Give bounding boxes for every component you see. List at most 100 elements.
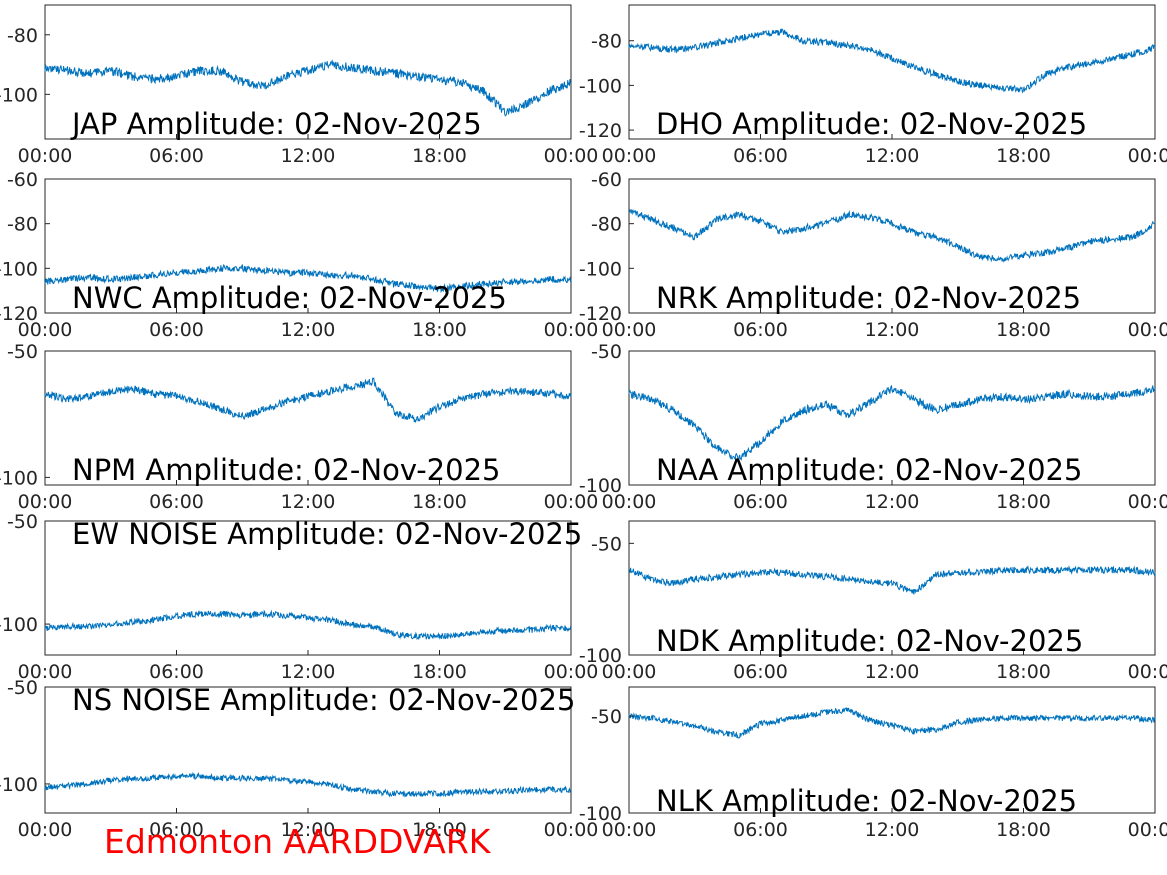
x-tick-label: 06:00 [149, 661, 204, 683]
chart-title: NWC Amplitude: 02-Nov-2025 [72, 281, 507, 315]
y-tick-label: -50 [591, 533, 622, 555]
y-tick-label: -80 [7, 214, 38, 236]
amplitude-trace [628, 564, 1156, 595]
chart-panel: 00:00 06:00 12:00 18:00 00:00 -60 -80 -100 -120 N… [579, 169, 1167, 341]
amplitude-trace [628, 28, 1156, 94]
amplitude-trace [628, 707, 1156, 739]
plot-area [44, 178, 572, 314]
x-tick-label: 18:00 [412, 145, 467, 167]
y-tick-label: -100 [0, 258, 38, 280]
x-tick-label: 00:00 [602, 491, 657, 513]
chart-title: NS NOISE Amplitude: 02-Nov-2025 [72, 683, 575, 717]
x-tick-label: 06:00 [733, 145, 788, 167]
chart-title: JAP Amplitude: 02-Nov-2025 [70, 107, 482, 141]
x-tick-label: 06:00 [149, 819, 204, 841]
x-tick-label: 12:00 [281, 319, 336, 341]
x-tick-label: 06:00 [149, 491, 204, 513]
y-tick-label: -60 [591, 169, 622, 191]
amplitude-trace [44, 58, 572, 117]
x-tick-label: 00:00 [602, 319, 657, 341]
amplitude-trace [44, 609, 572, 641]
x-tick-label: 18:00 [996, 319, 1051, 341]
y-tick-label: -50 [7, 677, 38, 699]
plot-area [628, 4, 1156, 140]
chart-title: NRK Amplitude: 02-Nov-2025 [656, 281, 1081, 315]
x-tick-label: 18:00 [996, 491, 1051, 513]
x-tick-label: 12:00 [865, 319, 920, 341]
y-tick-label: -100 [579, 475, 622, 497]
x-tick-label: 00:00 [544, 491, 599, 513]
amplitude-trace [44, 377, 572, 423]
amplitude-trace [628, 385, 1156, 462]
chart-title: NPM Amplitude: 02-Nov-2025 [72, 453, 500, 487]
x-tick-label: 00:00 [1128, 145, 1167, 167]
x-tick-label: 00:00 [18, 819, 73, 841]
y-tick-label: -50 [591, 706, 622, 728]
chart-panel: 00:00 06:00 12:00 18:00 00:00 -80 -100 JAP Ampl… [0, 4, 599, 167]
y-tick-label: -60 [7, 169, 38, 191]
x-tick-label: 18:00 [996, 145, 1051, 167]
x-tick-label: 12:00 [281, 145, 336, 167]
x-tick-label: 12:00 [865, 145, 920, 167]
x-tick-label: 06:00 [149, 319, 204, 341]
x-tick-label: 12:00 [281, 661, 336, 683]
y-tick-label: -50 [591, 341, 622, 363]
x-tick-label: 00:00 [18, 661, 73, 683]
amplitude-trace [628, 208, 1156, 263]
x-tick-label: 00:00 [544, 145, 599, 167]
chart-title: EW NOISE Amplitude: 02-Nov-2025 [72, 517, 582, 551]
chart-panel: 00:00 06:00 12:00 18:00 00:00 -50 -100 NDK Ampl… [579, 520, 1167, 683]
x-tick-label: 12:00 [865, 819, 920, 841]
x-tick-label: 12:00 [865, 661, 920, 683]
x-tick-label: 00:00 [1128, 491, 1167, 513]
amplitude-trace [44, 263, 572, 294]
x-tick-label: 00:00 [18, 319, 73, 341]
y-tick-label: -120 [579, 120, 622, 142]
y-tick-label: -100 [0, 774, 38, 796]
y-tick-label: -50 [7, 511, 38, 533]
x-tick-label: 18:00 [412, 661, 467, 683]
y-tick-label: -120 [579, 303, 622, 325]
x-tick-label: 00:00 [18, 145, 73, 167]
chart-panel: 00:00 06:00 12:00 18:00 00:00 -60 -80 -100 -120 N… [0, 169, 598, 341]
plot-area [44, 350, 572, 486]
chart-panel: 00:00 06:00 12:00 18:00 00:00 -80 -100 -120 DHO … [579, 4, 1167, 167]
y-tick-label: -80 [591, 214, 622, 236]
x-tick-label: 00:00 [1128, 319, 1167, 341]
x-tick-label: 12:00 [281, 491, 336, 513]
y-tick-label: -80 [7, 25, 38, 47]
y-tick-label: -100 [579, 75, 622, 97]
x-tick-label: 06:00 [149, 145, 204, 167]
x-tick-label: 00:00 [602, 145, 657, 167]
y-tick-label: -100 [0, 84, 38, 106]
station-label: Edmonton AARDDVARK [104, 822, 491, 861]
chart-panel: 00:00 06:00 12:00 18:00 00:00 -50 -100 NLK Ampl… [579, 686, 1167, 841]
chart-panel: 00:00 06:00 12:00 18:00 00:00 -50 -100 NAA Ampl… [579, 341, 1167, 513]
chart-panel: 00:00 06:00 12:00 18:00 00:00 -50 -100 EW NOISE… [0, 511, 598, 683]
x-tick-label: 12:00 [281, 819, 336, 841]
x-tick-label: 18:00 [412, 491, 467, 513]
y-tick-label: -100 [579, 803, 622, 825]
plot-area [44, 686, 572, 814]
y-tick-label: -100 [0, 614, 38, 636]
chart-panel: 00:00 06:00 12:00 18:00 00:00 -50 -100 NS NOISE… [0, 677, 598, 841]
y-tick-label: -80 [591, 31, 622, 53]
chart-title: NLK Amplitude: 02-Nov-2025 [656, 784, 1077, 818]
x-tick-label: 00:00 [602, 819, 657, 841]
x-tick-label: 18:00 [412, 819, 467, 841]
amplitude-trace [44, 771, 572, 798]
y-tick-label: -100 [0, 467, 38, 489]
plot-area [628, 686, 1156, 814]
y-tick-label: -50 [7, 341, 38, 363]
x-tick-label: 06:00 [733, 661, 788, 683]
chart-title: NDK Amplitude: 02-Nov-2025 [656, 624, 1083, 658]
chart-panel: 00:00 06:00 12:00 18:00 00:00 -50 -100 NPM Ampl… [0, 341, 598, 513]
x-tick-label: 00:00 [544, 819, 599, 841]
chart-title: DHO Amplitude: 02-Nov-2025 [656, 107, 1087, 141]
y-tick-label: -100 [579, 258, 622, 280]
x-tick-label: 00:00 [1128, 819, 1167, 841]
y-tick-label: -100 [579, 645, 622, 667]
x-tick-label: 06:00 [733, 491, 788, 513]
x-tick-label: 12:00 [865, 491, 920, 513]
